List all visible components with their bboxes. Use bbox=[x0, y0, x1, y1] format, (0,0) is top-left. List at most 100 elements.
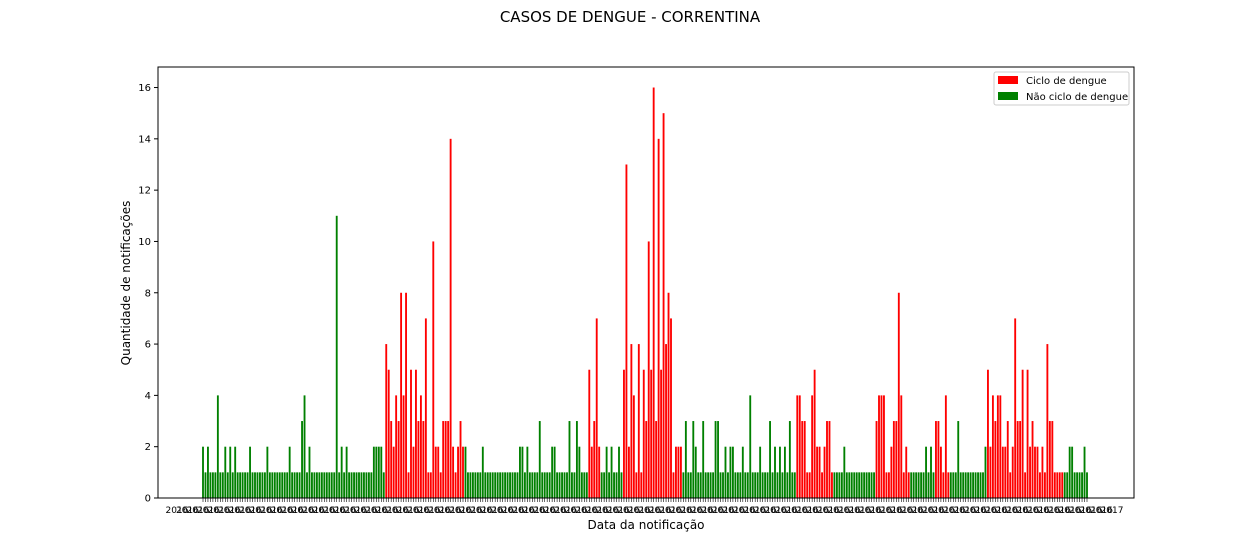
bar bbox=[642, 369, 645, 498]
bar bbox=[583, 472, 586, 498]
bar bbox=[234, 446, 237, 498]
bar bbox=[417, 421, 420, 498]
bar bbox=[256, 472, 259, 498]
bar bbox=[333, 472, 336, 498]
bar bbox=[1063, 472, 1066, 498]
x-tick-label: 2016 bbox=[848, 506, 871, 516]
y-tick-label: 12 bbox=[138, 186, 151, 197]
bar bbox=[791, 472, 794, 498]
x-tick-label: 2016 bbox=[187, 506, 210, 516]
bar bbox=[746, 472, 749, 498]
bar bbox=[412, 446, 415, 498]
bar bbox=[719, 472, 722, 498]
bar bbox=[320, 472, 323, 498]
bar bbox=[551, 446, 554, 498]
bar bbox=[783, 446, 786, 498]
x-tick-label: 2016 bbox=[176, 506, 199, 516]
bar bbox=[276, 472, 279, 498]
bar bbox=[692, 421, 695, 498]
x-tick-label: 2016 bbox=[428, 506, 451, 516]
bar bbox=[439, 472, 442, 498]
bar bbox=[870, 472, 873, 498]
y-tick-label: 0 bbox=[145, 494, 151, 505]
bar bbox=[556, 472, 559, 498]
bar bbox=[729, 446, 732, 498]
bar bbox=[751, 472, 754, 498]
bar bbox=[962, 472, 965, 498]
bar bbox=[895, 421, 898, 498]
bar bbox=[286, 472, 289, 498]
x-tick-label: 2016 bbox=[481, 506, 504, 516]
x-tick-label: 2016 bbox=[932, 506, 955, 516]
bar bbox=[942, 472, 945, 498]
bar bbox=[883, 395, 885, 498]
bar bbox=[964, 472, 967, 498]
bar bbox=[828, 421, 831, 498]
bar bbox=[873, 472, 875, 498]
bar bbox=[1048, 421, 1051, 498]
bar bbox=[479, 472, 482, 498]
bar bbox=[219, 472, 222, 498]
bar bbox=[982, 472, 984, 498]
bar bbox=[563, 472, 566, 498]
bar bbox=[608, 472, 611, 498]
x-tick-label: 2016 bbox=[344, 506, 367, 516]
bar bbox=[826, 421, 828, 498]
bar bbox=[672, 472, 675, 498]
bar bbox=[920, 472, 923, 498]
bar bbox=[754, 472, 757, 498]
bar bbox=[702, 421, 705, 498]
x-tick-label: 2016 bbox=[617, 506, 640, 516]
y-tick-label: 14 bbox=[138, 134, 151, 145]
bar bbox=[996, 395, 999, 498]
x-tick-label: 2016 bbox=[407, 506, 430, 516]
x-tick-label: 2016 bbox=[775, 506, 798, 516]
bar bbox=[548, 472, 551, 498]
bar bbox=[271, 472, 274, 498]
bar bbox=[756, 472, 759, 498]
bar bbox=[536, 472, 539, 498]
bar bbox=[395, 395, 398, 498]
legend-swatch-nao-ciclo bbox=[998, 92, 1018, 100]
legend-label-nao-ciclo: Não ciclo de dengue bbox=[1026, 92, 1128, 103]
x-tick-label: 2016 bbox=[785, 506, 808, 516]
bar bbox=[900, 395, 903, 498]
bar bbox=[991, 395, 994, 498]
bar bbox=[1043, 472, 1046, 498]
bar bbox=[694, 446, 697, 498]
bar bbox=[407, 472, 410, 498]
bar bbox=[853, 472, 856, 498]
bar bbox=[345, 446, 348, 498]
bar bbox=[533, 472, 536, 498]
bar bbox=[254, 472, 256, 498]
bar bbox=[627, 446, 630, 498]
bar bbox=[967, 472, 970, 498]
bar bbox=[776, 472, 779, 498]
x-tick-label: 2016 bbox=[1006, 506, 1029, 516]
bar bbox=[907, 472, 910, 498]
bar bbox=[779, 446, 781, 498]
bar bbox=[801, 421, 804, 498]
bar bbox=[476, 472, 479, 498]
bar bbox=[910, 472, 913, 498]
bar bbox=[788, 421, 791, 498]
bar bbox=[897, 292, 900, 498]
bar bbox=[954, 472, 957, 498]
bar bbox=[573, 472, 576, 498]
bar bbox=[424, 318, 427, 498]
bar bbox=[1083, 446, 1086, 498]
x-tick-label: 2016 bbox=[964, 506, 987, 516]
x-tick-label: 2016 bbox=[985, 506, 1008, 516]
bar bbox=[541, 472, 544, 498]
bar bbox=[410, 369, 412, 498]
bar bbox=[741, 446, 744, 498]
bar bbox=[989, 446, 992, 498]
bar bbox=[474, 472, 477, 498]
x-tick-label: 2016 bbox=[649, 506, 672, 516]
bar bbox=[405, 292, 407, 498]
x-tick-label: 2016 bbox=[1038, 506, 1061, 516]
bar bbox=[798, 395, 801, 498]
bar bbox=[509, 472, 511, 498]
bar bbox=[226, 472, 229, 498]
x-tick-label: 2016 bbox=[880, 506, 903, 516]
